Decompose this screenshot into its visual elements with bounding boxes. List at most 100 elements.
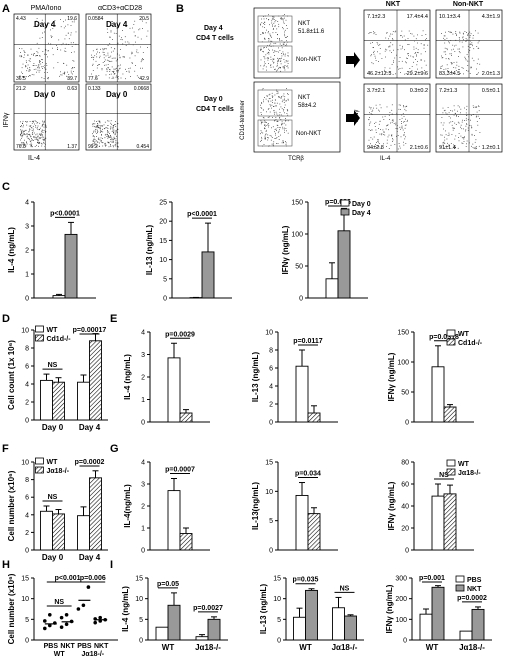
flow-event-dot — [275, 132, 276, 134]
flow-event-dot — [393, 61, 394, 63]
flow-event-dot — [140, 38, 142, 40]
flow-event-dot — [275, 134, 276, 136]
flow-event-dot — [22, 142, 24, 143]
flow-event-dot — [274, 102, 276, 104]
flow-event-dot — [132, 52, 133, 54]
flow-event-dot — [59, 75, 60, 77]
flow-event-dot — [120, 77, 122, 79]
flow-event-dot — [75, 31, 77, 33]
flow-event-dot — [93, 138, 95, 140]
flow-event-dot — [42, 138, 44, 140]
y-tick-label: 100 — [397, 360, 409, 367]
flow-event-dot — [266, 95, 268, 96]
flow-event-dot — [27, 133, 28, 135]
flow-event-dot — [41, 136, 43, 138]
flow-event-dot — [472, 105, 474, 107]
flow-event-dot — [465, 129, 467, 131]
flow-event-dot — [268, 38, 270, 40]
flow-event-dot — [389, 50, 391, 52]
flow-event-dot — [100, 125, 102, 127]
flow-event-dot — [26, 62, 27, 63]
flow-event-dot — [278, 96, 279, 97]
flow-event-dot — [398, 61, 400, 62]
y-tick-label: 40 — [401, 504, 409, 511]
flow-event-dot — [456, 61, 458, 63]
flow-event-dot — [41, 145, 43, 147]
bar — [419, 613, 433, 641]
flow-event-dot — [383, 131, 384, 133]
flow-event-dot — [468, 33, 469, 34]
flow-event-dot — [368, 119, 370, 120]
data-point — [59, 615, 64, 620]
flow-event-dot — [113, 68, 115, 70]
flow-event-dot — [273, 22, 275, 24]
flow-event-dot — [277, 60, 278, 62]
flow-event-dot — [458, 69, 460, 70]
flow-event-dot — [23, 144, 25, 146]
flow-event-dot — [265, 129, 267, 131]
flow-event-dot — [61, 44, 63, 46]
flow-event-dot — [94, 141, 96, 143]
flow-event-dot — [111, 131, 113, 132]
flow-event-dot — [42, 62, 43, 63]
flow-event-dot — [107, 52, 109, 54]
flow-event-dot — [260, 65, 262, 67]
flow-event-dot — [96, 49, 98, 50]
flow-event-dot — [37, 67, 38, 69]
legend-swatch — [35, 325, 44, 333]
panel-letter-E: E — [110, 313, 117, 325]
flow-event-dot — [468, 49, 470, 51]
flow-event-dot — [274, 113, 275, 115]
flow-event-dot — [129, 27, 131, 29]
flow-event-dot — [66, 75, 67, 77]
flow-event-dot — [131, 63, 133, 64]
flow-event-dot — [285, 100, 287, 102]
flow-event-dot — [99, 52, 100, 54]
gate-label: Non-NKT — [296, 131, 321, 137]
flow-event-dot — [74, 19, 75, 21]
flow-event-dot — [110, 23, 112, 25]
flow-event-dot — [270, 40, 272, 42]
flow-event-dot — [394, 57, 396, 59]
flow-event-dot — [269, 93, 271, 95]
flow-event-dot — [135, 41, 136, 43]
flow-event-dot — [420, 53, 422, 55]
flow-event-dot — [466, 143, 467, 145]
flow-event-dot — [260, 104, 261, 106]
flow-event-dot — [111, 78, 113, 79]
flow-event-dot — [273, 19, 275, 20]
flow-event-dot — [445, 53, 447, 55]
flow-event-dot — [473, 48, 475, 50]
data-point — [64, 612, 69, 617]
flow-event-dot — [282, 66, 284, 68]
flow-event-dot — [372, 138, 374, 140]
flow-event-dot — [391, 134, 393, 136]
flow-event-dot — [477, 42, 479, 44]
flow-event-dot — [110, 144, 111, 146]
flow-event-dot — [93, 131, 94, 133]
flow-event-dot — [392, 141, 393, 142]
flow-event-dot — [443, 37, 444, 39]
flow-event-dot — [142, 28, 143, 29]
flow-event-dot — [372, 42, 373, 43]
flow-event-dot — [375, 57, 376, 59]
quadrant-value: 42.9 — [139, 76, 149, 82]
flow-event-dot — [39, 69, 41, 71]
flow-event-dot — [140, 19, 142, 21]
flow-event-dot — [22, 120, 24, 122]
flow-event-dot — [385, 56, 386, 58]
flow-event-dot — [382, 129, 384, 131]
quadrant-value: 0.0584 — [88, 16, 104, 22]
flow-event-dot — [28, 68, 30, 70]
y-tick-label: 0 — [269, 420, 273, 427]
flow-event-dot — [130, 76, 131, 77]
flow-event-dot — [282, 18, 284, 20]
flow-event-dot — [377, 51, 378, 53]
flow-event-dot — [117, 42, 119, 44]
flow-event-dot — [37, 142, 39, 143]
flow-event-dot — [403, 144, 405, 146]
flow-event-dot — [45, 131, 47, 132]
flow-event-dot — [466, 70, 467, 71]
flow-event-dot — [147, 30, 149, 32]
flow-event-dot — [287, 93, 288, 94]
